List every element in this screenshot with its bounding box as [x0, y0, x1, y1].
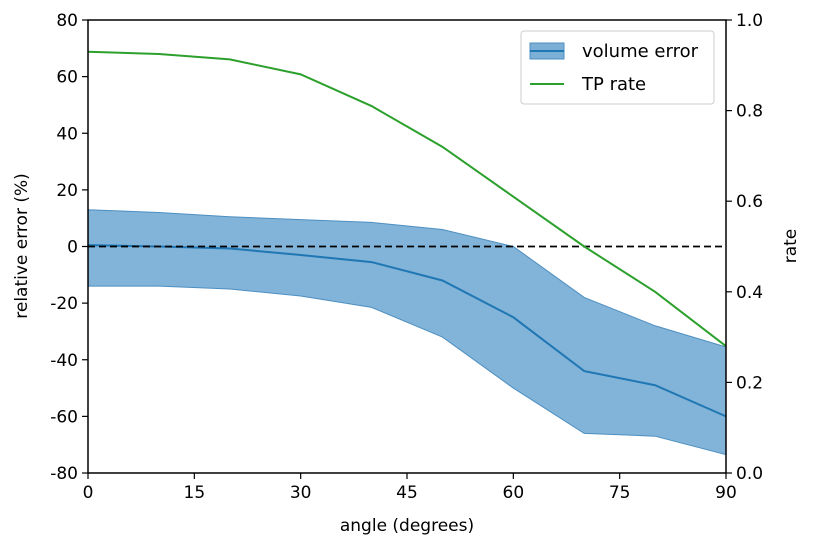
right-tick-label: 0.8 — [736, 102, 763, 122]
left-tick-label: -60 — [50, 407, 78, 427]
series-volume-error-line — [87, 244, 727, 418]
x-tick-label: 15 — [184, 483, 206, 503]
x-tick-label: 45 — [396, 483, 418, 503]
right-tick-label: 0.6 — [736, 192, 763, 212]
left-tick-label: -40 — [50, 351, 78, 371]
left-axis-label: relative error (%) — [12, 173, 32, 319]
right-tick-label: 0.4 — [736, 283, 763, 303]
x-tick-label: 0 — [83, 483, 94, 503]
left-tick-label: -80 — [50, 464, 78, 484]
left-tick-label: 20 — [56, 181, 78, 201]
x-axis-label: angle (degrees) — [340, 516, 474, 536]
x-tick-label: 60 — [503, 483, 525, 503]
x-tick-label: 90 — [715, 483, 737, 503]
left-tick-label: -20 — [50, 294, 78, 314]
left-tick-label: 60 — [56, 68, 78, 88]
right-tick-label: 0.2 — [736, 373, 763, 393]
legend-frame — [520, 30, 715, 105]
x-tick-label: 75 — [609, 483, 631, 503]
left-tick-label: 80 — [56, 11, 78, 31]
legend-label-tp-rate: TP rate — [581, 74, 646, 95]
legend-label-volume-error: volume error — [582, 41, 699, 62]
x-tick-label: 30 — [290, 483, 312, 503]
legend: volume error TP rate — [520, 30, 715, 105]
left-tick-label: 40 — [56, 124, 78, 144]
right-tick-label: 1.0 — [736, 11, 763, 31]
right-axis-label: rate — [781, 229, 801, 264]
right-tick-label: 0.0 — [736, 464, 763, 484]
axes-ticks: 0 15 30 45 60 75 90 80 60 40 20 0 -20 -40 -60 -80 1.0 0.8… — [50, 11, 763, 503]
series-tp-rate-line — [87, 50, 727, 347]
left-tick-label: 0 — [67, 238, 78, 258]
